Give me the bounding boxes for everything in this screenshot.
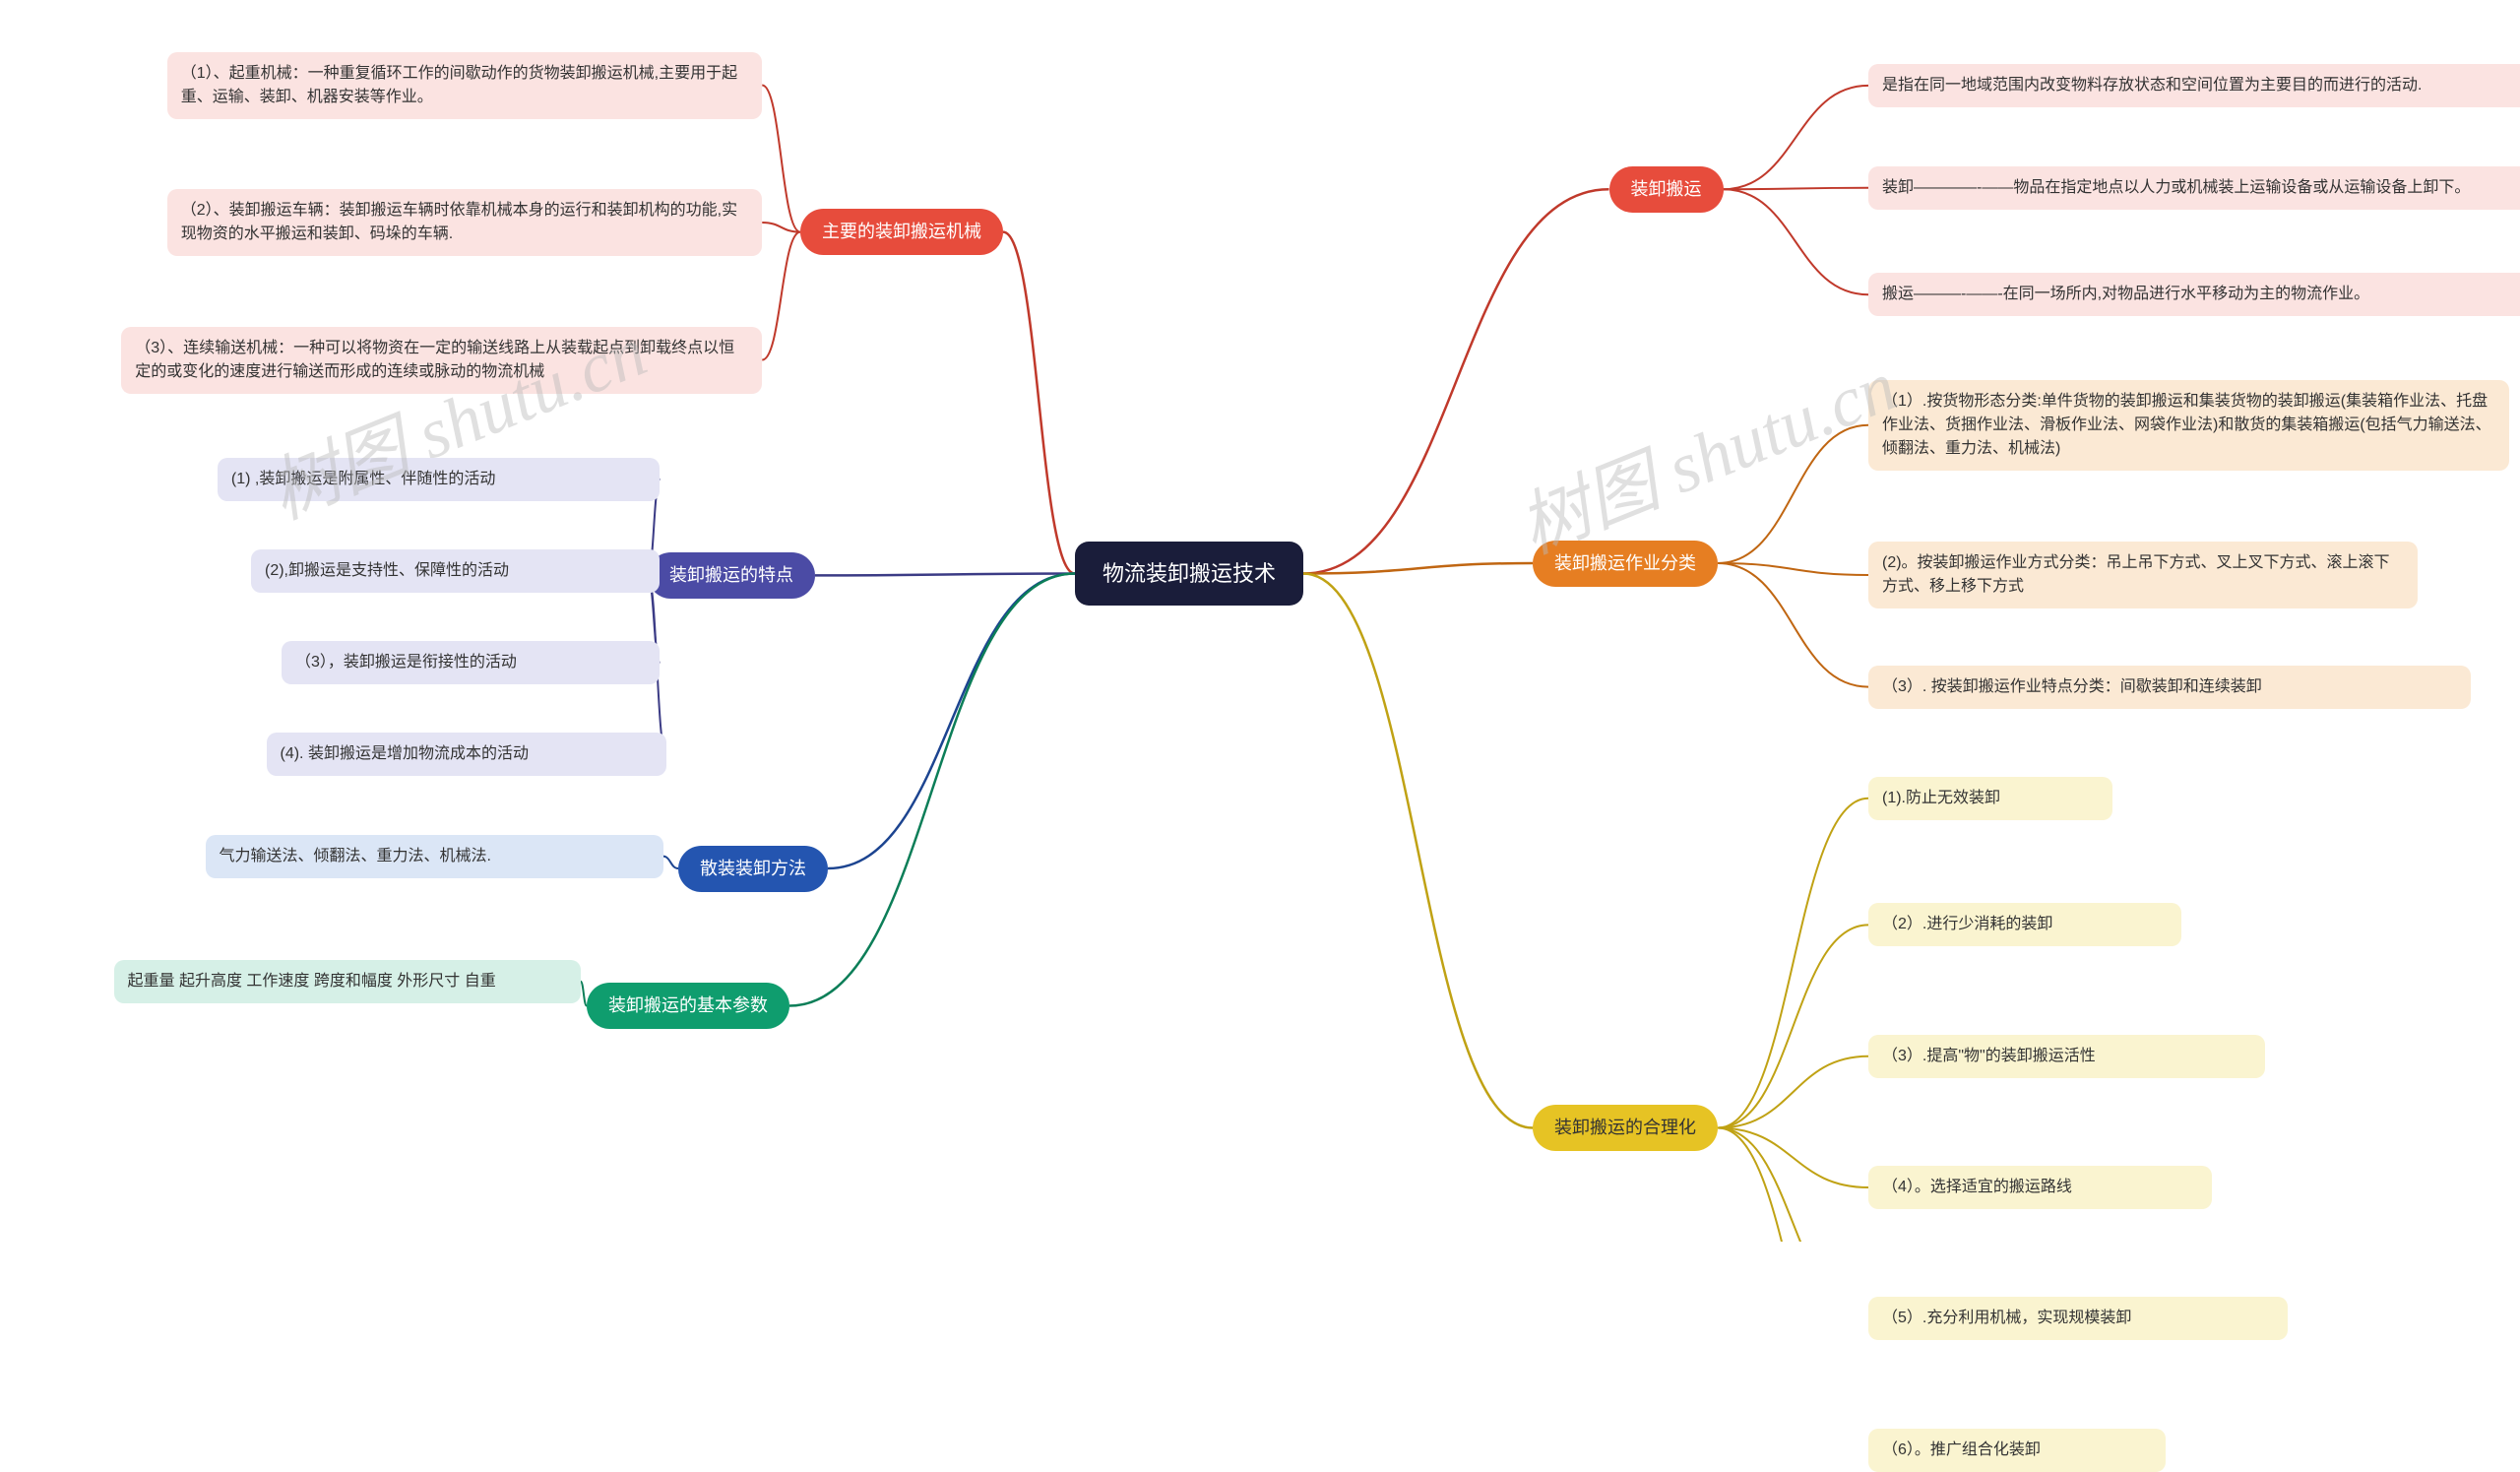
leaf-b2-2: （3），装卸搬运是衔接性的活动: [282, 641, 660, 684]
leaf-b1-0: （1）、起重机械：一种重复循环工作的间歇动作的货物装卸搬运机械,主要用于起重、运…: [167, 52, 763, 119]
leaf-b2-3: (4). 装卸搬运是增加物流成本的活动: [267, 733, 666, 776]
branch-b1: 主要的装卸搬运机械: [800, 209, 1003, 255]
leaf-b1-1: （2）、装卸搬运车辆：装卸搬运车辆时依靠机械本身的运行和装卸机构的功能,实现物资…: [167, 189, 763, 256]
leaf-b6-2: （3）. 按装卸搬运作业特点分类：间歇装卸和连续装卸: [1868, 666, 2471, 709]
leaf-b5-1: 装卸————-——物品在指定地点以人力或机械装上运输设备或从运输设备上卸下。: [1868, 166, 2520, 210]
leaf-b1-2: （3）、连续输送机械：一种可以将物资在一定的输送线路上从装载起点到卸载终点以恒定…: [121, 327, 762, 394]
leaf-b5-0: 是指在同一地域范围内改变物料存放状态和空间位置为主要目的而进行的活动.: [1868, 64, 2520, 107]
leaf-b3-0: 气力输送法、倾翻法、重力法、机械法.: [206, 835, 663, 878]
watermark-2: 树图 shutu.cn: [1501, 328, 1909, 573]
leaf-b5-2: 搬运———-——-在同一场所内,对物品进行水平移动为主的物流作业。: [1868, 273, 2520, 316]
leaf-b7-2: （3）.提高"物"的装卸搬运活性: [1868, 1035, 2265, 1078]
branch-b5: 装卸搬运: [1609, 166, 1724, 213]
leaf-b7-5: （6）。推广组合化装卸: [1868, 1429, 2166, 1472]
branch-b7: 装卸搬运的合理化: [1533, 1105, 1718, 1151]
leaf-b7-0: (1).防止无效装卸: [1868, 777, 2112, 820]
branch-b4: 装卸搬运的基本参数: [587, 983, 789, 1029]
branch-b2: 装卸搬运的特点: [648, 552, 815, 599]
leaf-b2-1: (2),卸搬运是支持性、保障性的活动: [251, 549, 660, 593]
branch-b6: 装卸搬运作业分类: [1533, 541, 1718, 587]
center-node: 物流装卸搬运技术: [1075, 542, 1303, 606]
leaf-b7-3: （4）。选择适宜的搬运路线: [1868, 1166, 2212, 1209]
leaf-b6-0: （1）.按货物形态分类:单件货物的装卸搬运和集装货物的装卸搬运(集装箱作业法、托…: [1868, 380, 2509, 471]
leaf-b6-1: (2)。按装卸搬运作业方式分类：吊上吊下方式、叉上叉下方式、滚上滚下方式、移上移…: [1868, 542, 2418, 608]
branch-b3: 散装装卸方法: [678, 846, 828, 892]
leaf-b2-0: (1) ,装卸搬运是附属性、伴随性的活动: [218, 458, 661, 501]
leaf-b4-0: 起重量 起升高度 工作速度 跨度和幅度 外形尺寸 自重: [114, 960, 581, 1003]
leaf-b7-1: （2）.进行少消耗的装卸: [1868, 903, 2181, 946]
leaf-b7-4: （5）.充分利用机械，实现规模装卸: [1868, 1297, 2288, 1340]
